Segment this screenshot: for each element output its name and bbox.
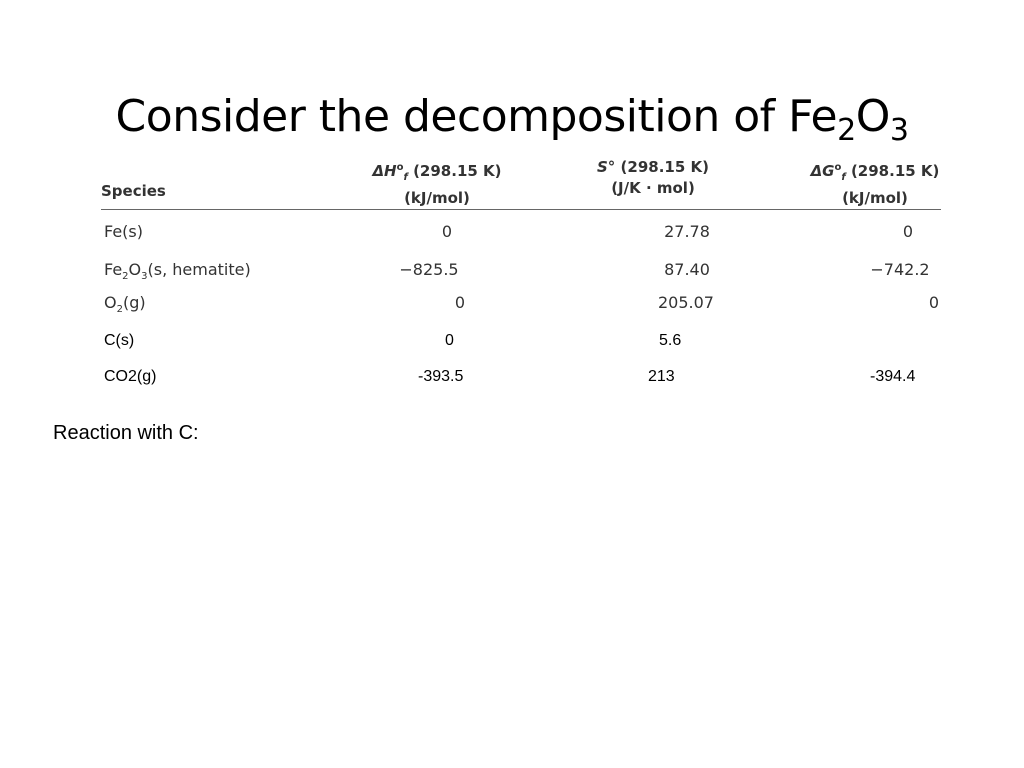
cell-s-o2: 205.07 (658, 293, 714, 312)
slide-title: Consider the decomposition of Fe2O3 (115, 91, 909, 149)
cell-dg-o2: 0 (928, 293, 940, 312)
cell-dh-co2: -393.5 (418, 368, 464, 385)
cell-dh-fe2o3: −825.5 (399, 260, 459, 279)
header-divider (101, 209, 941, 210)
cell-dg-fe: 0 (902, 222, 914, 241)
cell-dh-fe: 0 (441, 222, 453, 241)
cell-dg-co2: -394.4 (870, 368, 916, 385)
header-entropy: S° (298.15 K) (J/K · mol) (597, 158, 709, 197)
header-species: Species (101, 182, 166, 200)
header-enthalpy: ΔHof (298.15 K) (kJ/mol) (372, 162, 502, 207)
cell-species-fe2o3: Fe2O3(s, hematite) (104, 260, 251, 283)
cell-species-fe: Fe(s) (104, 222, 143, 241)
cell-s-fe2o3: 87.40 (664, 260, 710, 279)
cell-species-c: C(s) (104, 332, 135, 349)
header-gibbs: ΔGof (298.15 K) (kJ/mol) (810, 162, 940, 207)
cell-species-o2: O2(g) (104, 293, 146, 316)
cell-s-co2: 213 (648, 368, 675, 385)
cell-dh-c: 0 (445, 332, 454, 349)
cell-dg-fe2o3: −742.2 (870, 260, 930, 279)
cell-species-co2: CO2(g) (104, 368, 157, 385)
reaction-label: Reaction with C: (53, 422, 199, 444)
cell-dh-o2: 0 (454, 293, 466, 312)
cell-s-c: 5.6 (659, 332, 682, 349)
cell-s-fe: 27.78 (664, 222, 710, 241)
